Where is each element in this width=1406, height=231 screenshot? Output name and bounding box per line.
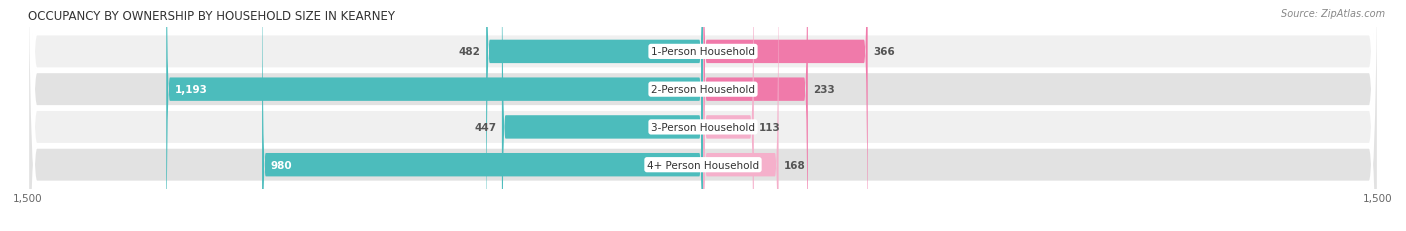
Text: 113: 113 <box>759 122 780 132</box>
Text: 366: 366 <box>873 47 894 57</box>
FancyBboxPatch shape <box>28 0 1378 231</box>
FancyBboxPatch shape <box>28 0 1378 231</box>
Text: 482: 482 <box>458 47 481 57</box>
Text: OCCUPANCY BY OWNERSHIP BY HOUSEHOLD SIZE IN KEARNEY: OCCUPANCY BY OWNERSHIP BY HOUSEHOLD SIZE… <box>28 9 395 22</box>
FancyBboxPatch shape <box>28 0 1378 231</box>
Text: 233: 233 <box>813 85 835 95</box>
Text: 168: 168 <box>785 160 806 170</box>
FancyBboxPatch shape <box>486 0 703 231</box>
Text: Source: ZipAtlas.com: Source: ZipAtlas.com <box>1281 9 1385 19</box>
Text: 1-Person Household: 1-Person Household <box>651 47 755 57</box>
FancyBboxPatch shape <box>703 0 754 231</box>
FancyBboxPatch shape <box>262 0 703 231</box>
FancyBboxPatch shape <box>703 0 808 231</box>
FancyBboxPatch shape <box>28 0 1378 231</box>
Text: 2-Person Household: 2-Person Household <box>651 85 755 95</box>
Text: 1,193: 1,193 <box>174 85 207 95</box>
Text: 4+ Person Household: 4+ Person Household <box>647 160 759 170</box>
FancyBboxPatch shape <box>703 0 868 231</box>
Text: 980: 980 <box>270 160 292 170</box>
FancyBboxPatch shape <box>502 0 703 231</box>
FancyBboxPatch shape <box>166 0 703 231</box>
Text: 447: 447 <box>474 122 496 132</box>
FancyBboxPatch shape <box>703 0 779 231</box>
Text: 3-Person Household: 3-Person Household <box>651 122 755 132</box>
